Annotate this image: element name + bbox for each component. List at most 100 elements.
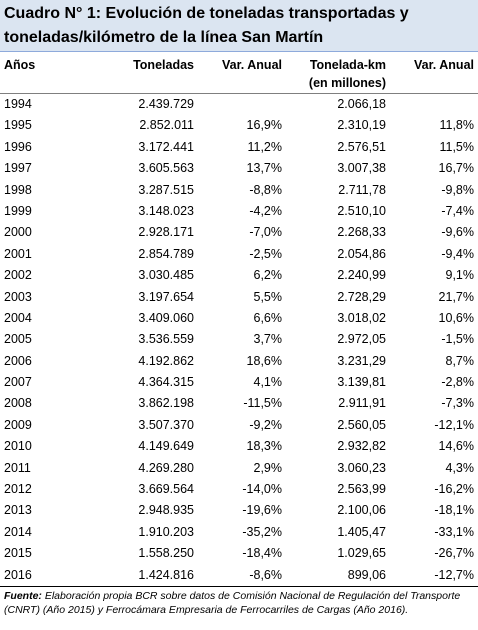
- table-row: 1999 3.148.023 -4,2% 2.510,10 -7,4%: [0, 201, 478, 222]
- cell-year: 2004: [4, 310, 32, 325]
- table-row: 2007 4.364.315 4,1% 3.139,81 -2,8%: [0, 372, 478, 393]
- cell-tons: 3.862.198: [138, 396, 194, 411]
- cell-tons: 4.149.649: [138, 439, 194, 454]
- cell-var-ton-km: 21,7%: [438, 289, 474, 304]
- cell-ton-km: 2.932,82: [337, 439, 386, 454]
- cell-ton-km: 2.100,06: [337, 503, 386, 518]
- cell-tons: 1.910.203: [138, 524, 194, 539]
- cell-var-ton-km: 8,7%: [445, 353, 475, 368]
- cell-year: 2002: [4, 268, 32, 283]
- table-row: 2009 3.507.370 -9,2% 2.560,05 -12,1%: [0, 415, 478, 436]
- table-row: 2003 3.197.654 5,5% 2.728,29 21,7%: [0, 287, 478, 308]
- cell-ton-km: 1.029,65: [337, 546, 386, 561]
- table-row: 1995 2.852.011 16,9% 2.310,19 11,8%: [0, 115, 478, 136]
- header-var-ton-km: Var. Anual: [414, 58, 474, 72]
- table-row: 2001 2.854.789 -2,5% 2.054,86 -9,4%: [0, 244, 478, 265]
- cell-var-tons: -18,4%: [242, 546, 282, 561]
- table-header: Años Toneladas Var. Anual Tonelada-km (e…: [0, 52, 478, 94]
- cell-var-ton-km: -12,1%: [434, 417, 474, 432]
- cell-year: 2015: [4, 546, 32, 561]
- cell-var-tons: -35,2%: [242, 524, 282, 539]
- cell-var-ton-km: 10,6%: [438, 310, 474, 325]
- cell-var-tons: 13,7%: [246, 161, 282, 176]
- cell-ton-km: 2.576,51: [337, 139, 386, 154]
- table-row: 2010 4.149.649 18,3% 2.932,82 14,6%: [0, 436, 478, 457]
- cell-year: 2001: [4, 246, 32, 261]
- table-row: 1994 2.439.729 2.066,18: [0, 94, 478, 115]
- cell-var-tons: -4,2%: [249, 203, 282, 218]
- header-var-tons: Var. Anual: [222, 58, 282, 72]
- cell-var-tons: 18,6%: [246, 353, 282, 368]
- header-years: Años: [4, 58, 36, 72]
- table-row: 2004 3.409.060 6,6% 3.018,02 10,6%: [0, 308, 478, 329]
- cell-var-ton-km: -18,1%: [434, 503, 474, 518]
- cell-tons: 3.507.370: [138, 417, 194, 432]
- cell-tons: 2.852.011: [139, 118, 194, 133]
- cell-tons: 3.536.559: [138, 332, 194, 347]
- cell-year: 1997: [4, 161, 32, 176]
- cell-tons: 2.439.729: [138, 97, 194, 111]
- table-title: Cuadro N° 1: Evolución de toneladas tran…: [0, 0, 478, 52]
- cell-var-ton-km: -7,4%: [441, 203, 474, 218]
- cell-var-tons: 2,9%: [253, 460, 283, 475]
- cell-var-tons: -7,0%: [249, 225, 282, 240]
- cell-var-tons: -9,2%: [249, 417, 282, 432]
- cell-var-ton-km: -1,5%: [441, 332, 474, 347]
- cell-tons: 3.605.563: [138, 161, 194, 176]
- source-label: Fuente:: [4, 589, 42, 602]
- table-row: 2013 2.948.935 -19,6% 2.100,06 -18,1%: [0, 500, 478, 521]
- cell-tons: 3.197.654: [138, 289, 194, 304]
- source-text: Elaboración propia BCR sobre datos de Co…: [4, 589, 461, 616]
- cell-var-tons: -14,0%: [242, 482, 282, 497]
- cell-ton-km: 3.139,81: [337, 375, 386, 390]
- cell-year: 1998: [4, 182, 32, 197]
- table-row: 2008 3.862.198 -11,5% 2.911,91 -7,3%: [0, 393, 478, 414]
- header-ton-km-unit: (en millones): [308, 76, 386, 90]
- cell-ton-km: 3.060,23: [337, 460, 386, 475]
- cell-ton-km: 3.018,02: [337, 310, 386, 325]
- cell-year: 2003: [4, 289, 32, 304]
- cell-var-tons: -2,5%: [249, 246, 282, 261]
- cell-tons: 2.948.935: [138, 503, 194, 518]
- table-row: 2006 4.192.862 18,6% 3.231,29 8,7%: [0, 351, 478, 372]
- table-row: 1998 3.287.515 -8,8% 2.711,78 -9,8%: [0, 180, 478, 201]
- cell-var-tons: 16,9%: [246, 118, 282, 133]
- cell-var-tons: 4,1%: [253, 375, 283, 390]
- cell-var-ton-km: 16,7%: [438, 161, 474, 176]
- cell-var-ton-km: -2,8%: [441, 375, 474, 390]
- cell-var-tons: -8,8%: [249, 182, 282, 197]
- cell-year: 2016: [4, 567, 32, 582]
- cell-var-ton-km: -7,3%: [441, 396, 474, 411]
- cell-year: 2014: [4, 524, 32, 539]
- cell-var-ton-km: 9,1%: [445, 268, 475, 283]
- cell-var-ton-km: -9,4%: [441, 246, 474, 261]
- cell-ton-km: 2.268,33: [337, 225, 386, 240]
- cell-var-ton-km: -16,2%: [434, 482, 474, 497]
- cell-ton-km: 899,06: [347, 567, 386, 582]
- cell-var-tons: -8,6%: [249, 567, 282, 582]
- cell-ton-km: 3.231,29: [337, 353, 386, 368]
- table-row: 2015 1.558.250 -18,4% 1.029,65 -26,7%: [0, 543, 478, 564]
- cell-var-tons: 5,5%: [253, 289, 283, 304]
- cell-ton-km: 2.711,78: [338, 182, 386, 197]
- cell-ton-km: 1.405,47: [337, 524, 386, 539]
- cell-ton-km: 2.560,05: [337, 417, 386, 432]
- cell-ton-km: 2.054,86: [337, 246, 386, 261]
- cell-var-ton-km: -9,6%: [441, 225, 474, 240]
- cell-tons: 4.269.280: [138, 460, 194, 475]
- cell-year: 1999: [4, 203, 32, 218]
- cell-tons: 2.854.789: [138, 246, 194, 261]
- cell-tons: 3.172.441: [138, 139, 194, 154]
- cell-tons: 3.148.023: [138, 203, 194, 218]
- cell-tons: 3.669.564: [138, 482, 194, 497]
- cell-tons: 2.928.171: [138, 225, 194, 240]
- cell-ton-km: 2.728,29: [337, 289, 386, 304]
- cell-ton-km: 2.240,99: [337, 268, 386, 283]
- cell-ton-km: 2.972,05: [337, 332, 386, 347]
- cell-var-tons: 18,3%: [246, 439, 282, 454]
- cell-var-ton-km: 14,6%: [438, 439, 474, 454]
- cell-year: 2012: [4, 482, 32, 497]
- cell-var-ton-km: -26,7%: [434, 546, 474, 561]
- table-row: 2005 3.536.559 3,7% 2.972,05 -1,5%: [0, 329, 478, 350]
- table-row: 2002 3.030.485 6,2% 2.240,99 9,1%: [0, 265, 478, 286]
